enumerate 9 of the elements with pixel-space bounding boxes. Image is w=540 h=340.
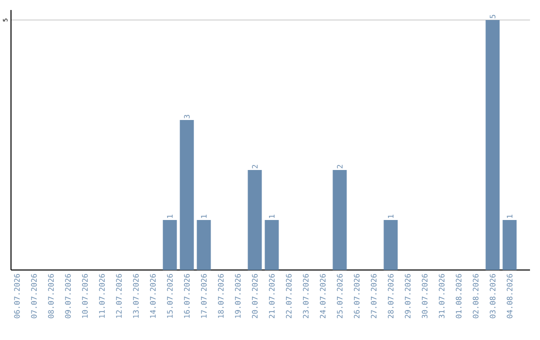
bar bbox=[196, 220, 211, 270]
bar bbox=[332, 170, 347, 270]
bar bbox=[162, 220, 177, 270]
bar bbox=[180, 120, 194, 270]
bar bbox=[384, 220, 398, 270]
bar bbox=[502, 220, 517, 270]
bar bbox=[264, 220, 279, 270]
bar bbox=[248, 170, 262, 270]
bar bbox=[486, 20, 500, 270]
